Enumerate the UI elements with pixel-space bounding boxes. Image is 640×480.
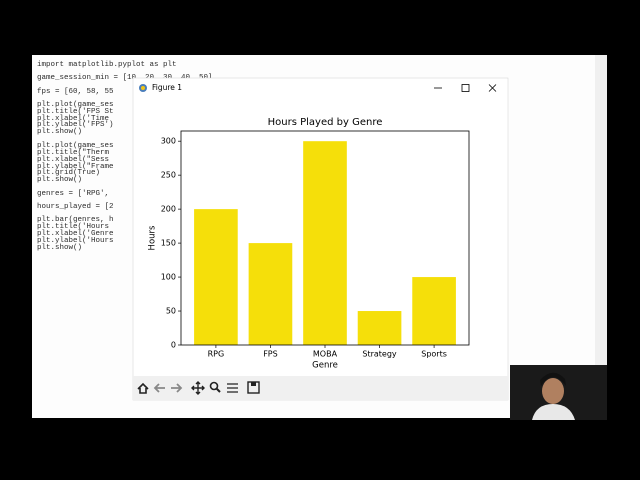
y-tick-label: 50 <box>166 307 176 316</box>
forward-button[interactable] <box>171 383 183 393</box>
zoom-handle <box>215 387 221 393</box>
plot-frame <box>180 130 470 346</box>
home-button[interactable] <box>137 382 149 394</box>
x-tick-label: FPS <box>263 350 278 359</box>
toolbar <box>133 376 508 400</box>
code-line: import matplotlib.pyplot as plt <box>37 61 177 69</box>
save-icon-detail <box>251 382 256 386</box>
code-line: plt.show() <box>37 244 82 252</box>
code-line: plt.grid(True) <box>37 169 100 177</box>
bar <box>194 209 238 345</box>
code-line: plt.title('Hours <box>37 223 109 231</box>
window-title: Figure 1 <box>152 83 182 92</box>
chart-title: Hours Played by Genre <box>268 117 383 128</box>
zoom-button[interactable] <box>209 381 219 391</box>
y-axis-label: Hours <box>148 225 158 250</box>
code-line: plt.ylabel('Hours <box>37 237 114 245</box>
code-line: plt.xlabel('Time <box>37 115 109 123</box>
chart: Hours Played by Genre Genre Hours RPG FPS… <box>148 117 470 371</box>
code-area: import matplotlib.pyplot as plt game_sess… <box>37 61 213 252</box>
x-axis-label: Genre <box>312 361 338 371</box>
y-tick-label: 200 <box>161 205 176 214</box>
window-icon-dot <box>141 86 145 90</box>
webcam-overlay <box>510 365 607 420</box>
y-tick-label: 300 <box>161 137 176 146</box>
code-line: genres = ['RPG', <box>37 190 109 198</box>
back-button[interactable] <box>153 383 165 393</box>
x-tick-label: RPG <box>208 350 225 359</box>
x-tick-label: Strategy <box>362 350 397 359</box>
bar <box>248 243 293 345</box>
code-line: game_session_min = [10, 20, 30, 40, 50] <box>37 74 213 82</box>
code-line: plt.plot(game_ses <box>37 101 114 109</box>
code-line: plt.show() <box>37 176 82 184</box>
webcam-shirt <box>532 404 575 420</box>
maximize-button[interactable] <box>461 84 470 92</box>
code-line: plt.title('FPS St <box>37 108 114 116</box>
code-line: plt.xlabel('Genre <box>37 230 114 238</box>
code-line: plt.bar(genres, h <box>37 216 114 224</box>
code-line: plt.title("Therm <box>37 149 110 157</box>
bar <box>412 277 456 345</box>
close-button[interactable] <box>488 84 497 92</box>
code-line: plt.xlabel("Sess <box>37 156 109 164</box>
webcam-hair <box>540 372 566 386</box>
x-tick-label: MOBA <box>313 350 338 359</box>
bar <box>357 311 402 345</box>
code-line: plt.ylabel("Frame <box>37 163 114 171</box>
configure-button[interactable] <box>227 383 238 393</box>
scrollbar[interactable] <box>595 55 607 418</box>
bar <box>303 141 347 345</box>
y-tick-label: 150 <box>161 239 176 248</box>
code-line: plt.ylabel('FPS') <box>37 121 114 129</box>
x-tick-label: Sports <box>421 350 447 359</box>
pan-button[interactable] <box>191 381 205 395</box>
y-tick-label: 250 <box>161 171 176 180</box>
webcam-face <box>542 378 564 404</box>
y-tick-label: 100 <box>161 273 176 282</box>
code-line: hours_played = [2 <box>37 203 114 211</box>
code-line: fps = [60, 58, 55 <box>37 88 114 96</box>
y-tick-label: 0 <box>171 341 176 350</box>
code-line: plt.show() <box>37 128 82 136</box>
code-line: plt.plot(game_ses <box>37 142 114 150</box>
